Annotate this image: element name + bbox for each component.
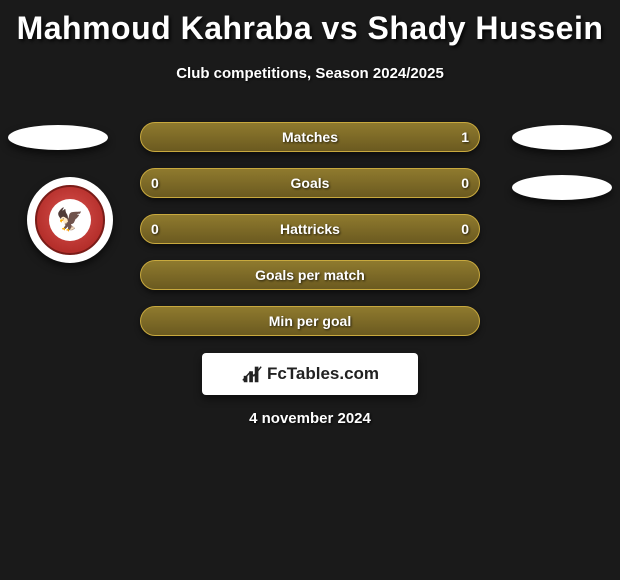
stat-row: Matches 1 xyxy=(140,122,480,152)
stat-row: Min per goal xyxy=(140,306,480,336)
stat-label: Matches xyxy=(181,129,439,145)
page-title: Mahmoud Kahraba vs Shady Hussein xyxy=(0,0,620,47)
player-left-placeholder xyxy=(8,125,108,150)
stat-label: Goals xyxy=(181,175,439,191)
date-label: 4 november 2024 xyxy=(0,410,620,427)
stat-row: 0 Hattricks 0 xyxy=(140,214,480,244)
stats-rows: Matches 1 0 Goals 0 0 Hattricks 0 Goals … xyxy=(140,122,480,352)
stat-right-value: 0 xyxy=(439,221,469,237)
team-badge-inner: 🦅 xyxy=(35,185,105,255)
stat-row: 0 Goals 0 xyxy=(140,168,480,198)
subtitle: Club competitions, Season 2024/2025 xyxy=(0,65,620,82)
stat-label: Goals per match xyxy=(181,267,439,283)
player-right-placeholder-2 xyxy=(512,175,612,200)
stat-left-value: 0 xyxy=(151,221,181,237)
stat-label: Hattricks xyxy=(181,221,439,237)
eagle-icon: 🦅 xyxy=(49,199,91,241)
stat-left-value: 0 xyxy=(151,175,181,191)
stat-right-value: 0 xyxy=(439,175,469,191)
stat-right-value: 1 xyxy=(439,129,469,145)
stat-label: Min per goal xyxy=(181,313,439,329)
fctables-logo: FcTables.com xyxy=(202,353,418,395)
stat-row: Goals per match xyxy=(140,260,480,290)
player-right-placeholder-1 xyxy=(512,125,612,150)
chart-icon xyxy=(241,363,263,385)
team-badge: 🦅 xyxy=(27,177,113,263)
fctables-label: FcTables.com xyxy=(267,364,379,384)
